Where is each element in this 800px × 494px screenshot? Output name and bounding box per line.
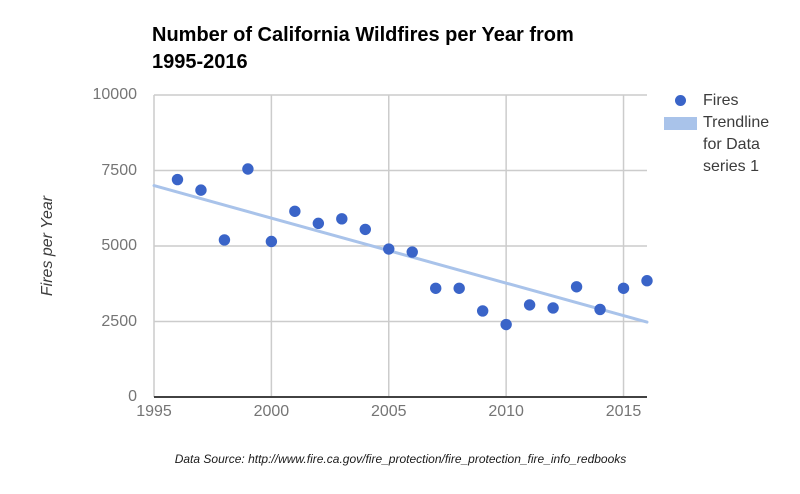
x-tick-label: 2010 bbox=[488, 403, 524, 420]
data-point bbox=[453, 282, 465, 294]
data-point bbox=[242, 163, 254, 175]
chart-legend: Fires Trendline for Data series 1 bbox=[663, 90, 795, 178]
chart-title-line1: Number of California Wildfires per Year … bbox=[152, 24, 574, 46]
data-point bbox=[312, 217, 325, 230]
data-point bbox=[641, 275, 653, 287]
trendline bbox=[152, 184, 649, 324]
data-point bbox=[523, 299, 536, 311]
data-point bbox=[500, 318, 512, 331]
x-tick-label: 1995 bbox=[136, 403, 172, 420]
data-point bbox=[547, 302, 559, 314]
data-point bbox=[430, 282, 442, 294]
fires-dot-icon bbox=[674, 95, 686, 106]
data-point bbox=[594, 303, 606, 316]
legend-label-fires: Fires bbox=[703, 92, 739, 109]
scatter-plot-svg bbox=[152, 94, 653, 398]
legend-item-trendline: Trendline for Data series 1 bbox=[663, 112, 795, 178]
y-tick-label: 10000 bbox=[92, 86, 138, 103]
y-tick-label: 5000 bbox=[101, 237, 137, 254]
x-tick-label: 2000 bbox=[253, 403, 290, 420]
legend-item-fires: Fires bbox=[663, 90, 795, 112]
data-point bbox=[570, 281, 583, 293]
chart-title: Number of California Wildfires per Year … bbox=[152, 22, 632, 76]
y-tick-label: 0 bbox=[128, 388, 137, 405]
data-point bbox=[265, 235, 278, 248]
y-axis-title: Fires per Year bbox=[39, 195, 56, 297]
data-point bbox=[218, 234, 231, 246]
x-tick-label: 2005 bbox=[370, 403, 407, 420]
data-point bbox=[195, 184, 207, 196]
y-tick-label: 7500 bbox=[101, 161, 137, 179]
x-tick-label: 2015 bbox=[605, 403, 642, 420]
data-point bbox=[617, 282, 630, 294]
data-point bbox=[359, 223, 371, 236]
data-point bbox=[476, 305, 489, 317]
legend-label-trendline: Trendline for Data series 1 bbox=[703, 114, 770, 175]
data-point bbox=[406, 246, 418, 258]
plot-area bbox=[152, 94, 653, 398]
chart-title-line2: 1995-2016 bbox=[152, 51, 248, 73]
data-point bbox=[171, 173, 184, 186]
data-point bbox=[336, 213, 348, 225]
data-point bbox=[383, 243, 395, 255]
data-point bbox=[289, 205, 301, 217]
trendline-swatch-icon bbox=[663, 117, 697, 130]
y-tick-label: 2500 bbox=[101, 312, 137, 330]
data-source-note: Data Source: http://www.fire.ca.gov/fire… bbox=[174, 452, 627, 466]
